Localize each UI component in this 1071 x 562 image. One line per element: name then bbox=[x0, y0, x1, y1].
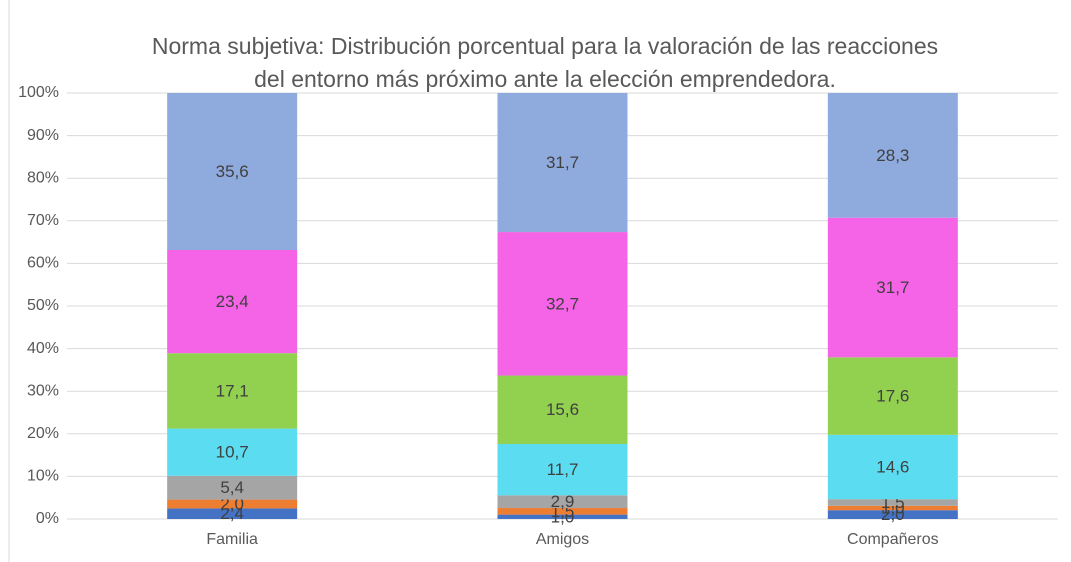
value-label: 31,7 bbox=[546, 153, 579, 172]
bar-segment bbox=[497, 232, 628, 376]
x-tick-label: Amigos bbox=[536, 531, 589, 548]
value-label: 32,7 bbox=[546, 294, 579, 313]
x-tick-label: Familia bbox=[206, 531, 258, 548]
x-tick-label: Compañeros bbox=[847, 531, 939, 548]
bar-segment bbox=[497, 443, 628, 496]
bar-segment bbox=[497, 375, 628, 444]
bar-segment bbox=[827, 93, 958, 218]
y-tick-label: 40% bbox=[27, 340, 59, 357]
y-tick-label: 0% bbox=[36, 510, 59, 527]
bar-segment bbox=[827, 217, 958, 358]
bar-segment bbox=[827, 357, 958, 435]
value-label: 2,4 bbox=[220, 504, 244, 523]
value-label: 15,6 bbox=[546, 400, 579, 419]
bar-segment bbox=[827, 505, 958, 511]
bar-segment bbox=[167, 428, 298, 476]
value-label: 5,4 bbox=[220, 478, 244, 497]
value-label: 10,7 bbox=[216, 443, 249, 462]
bar-segment bbox=[167, 249, 298, 354]
y-tick-label: 50% bbox=[27, 297, 59, 314]
value-label: 11,7 bbox=[547, 460, 579, 479]
value-label: 2,9 bbox=[551, 492, 575, 511]
value-label: 14,6 bbox=[876, 458, 909, 477]
bar-segment bbox=[167, 93, 298, 250]
bar-segment bbox=[167, 475, 298, 500]
chart-title: Norma subjetiva: Distribución porcentual… bbox=[151, 33, 939, 92]
bar-segment bbox=[497, 93, 628, 233]
bar-segment bbox=[827, 510, 958, 519]
y-tick-label: 10% bbox=[27, 468, 59, 485]
bar-segment bbox=[827, 434, 958, 500]
value-label: 35,6 bbox=[216, 162, 249, 181]
bar-segment bbox=[167, 499, 298, 509]
bar-segment bbox=[497, 514, 628, 519]
bar-segment bbox=[827, 499, 958, 506]
y-tick-label: 20% bbox=[27, 425, 59, 442]
value-label: 31,7 bbox=[876, 278, 909, 297]
bar-segment bbox=[497, 508, 628, 515]
y-tick-label: 30% bbox=[27, 382, 59, 399]
y-tick-label: 70% bbox=[27, 212, 59, 229]
value-label: 28,3 bbox=[876, 146, 909, 165]
bar-segment bbox=[167, 508, 298, 519]
value-label: 17,1 bbox=[216, 381, 249, 400]
y-tick-label: 80% bbox=[27, 169, 59, 186]
bar-segment bbox=[167, 353, 298, 429]
value-label: 17,6 bbox=[876, 387, 909, 406]
value-label: 23,4 bbox=[216, 292, 249, 311]
y-tick-label: 100% bbox=[18, 84, 59, 101]
y-tick-label: 90% bbox=[27, 127, 59, 144]
y-tick-label: 60% bbox=[27, 255, 59, 272]
bar-segment bbox=[497, 495, 628, 509]
